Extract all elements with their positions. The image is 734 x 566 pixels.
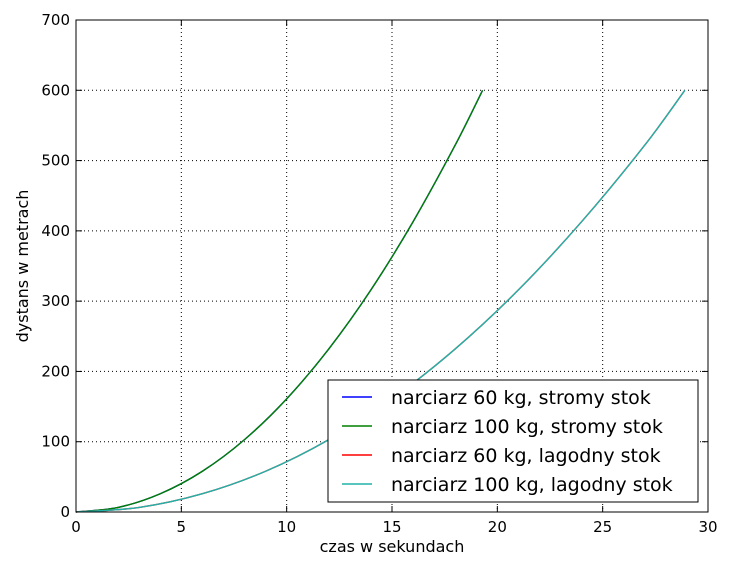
legend-label: narciarz 60 kg, lagodny stok [391,445,661,467]
y-tick-label: 400 [41,222,70,240]
y-tick-label: 300 [41,292,70,310]
y-tick-label: 0 [60,503,70,521]
legend-label: narciarz 60 kg, stromy stok [391,387,651,409]
y-tick-label: 700 [41,11,70,29]
y-axis-label: dystans w metrach [13,190,32,343]
y-tick-label: 200 [41,362,70,380]
y-tick-label: 500 [41,152,70,170]
x-tick-label: 15 [382,518,401,536]
series-line-2 [75,89,484,513]
axis-ticks [75,19,709,513]
legend: narciarz 60 kg, stromy stok narciarz 100 … [327,379,699,503]
y-tick-label: 100 [41,433,70,451]
x-axis-label: czas w sekundach [320,537,465,556]
legend-label: narciarz 100 kg, lagodny stok [391,474,673,496]
x-tick-label: 25 [593,518,612,536]
y-tick-label: 600 [41,81,70,99]
legend-box [327,379,699,503]
x-tick-label: 10 [277,518,296,536]
x-tick-label: 30 [698,518,717,536]
x-tick-label: 0 [71,518,81,536]
x-tick-label: 5 [177,518,187,536]
x-tick-label: 20 [488,518,507,536]
legend-label: narciarz 100 kg, stromy stok [391,416,663,438]
